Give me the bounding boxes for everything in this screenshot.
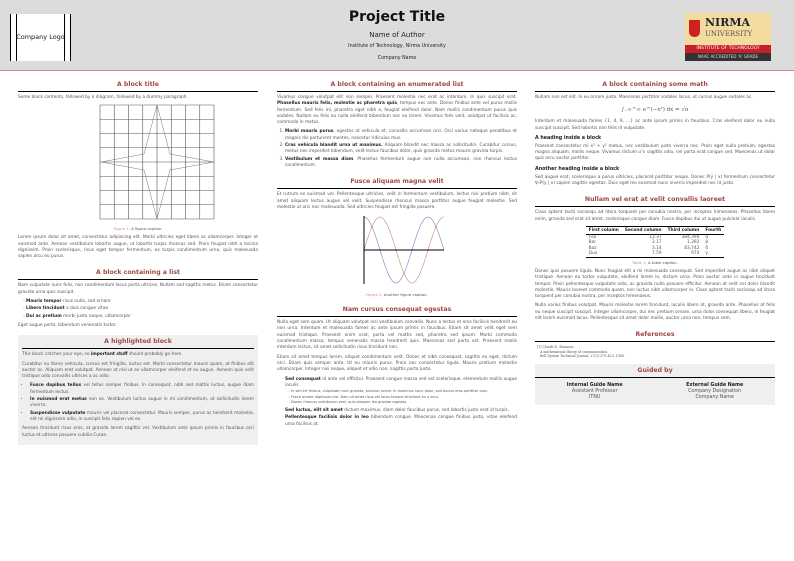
table-row: Qux 7.59 974 γ xyxy=(585,251,725,258)
paragraph: Eget augue porta, bibendum venenatis tor… xyxy=(18,322,117,328)
block-title: A block containing a list xyxy=(18,266,258,281)
block-nam-cursus: Nam cursus consequat egestas Nulla eget … xyxy=(277,303,517,428)
block-figure: Fusce aliquam magna velit Et rutrum ex e… xyxy=(277,175,517,297)
equation: ∫₋∞^∞ e^(−x²) dx = √π xyxy=(621,107,689,114)
paragraph: Et rutrum ex euismod vel. Pellentesque u… xyxy=(277,192,517,210)
list-item: Mauris tempor risus nulla, sed ornare xyxy=(26,299,258,305)
poster-title: Project Title xyxy=(348,9,446,25)
reference-item: [1] Claude E. Shannon. A mathematical th… xyxy=(537,345,625,358)
paragraph: Nulla varius finibus volutpat. Mauris mo… xyxy=(535,303,775,322)
internal-guide: Internal Guide Name Assistant Professor IT… xyxy=(566,383,623,401)
paragraph: Aenean tincidunt risus eros, at gravida … xyxy=(22,426,254,438)
cosine-curve xyxy=(363,216,445,284)
block-title: A highlighted block xyxy=(22,335,254,350)
list-item: In euismod erat metus non ex. Vestibulum… xyxy=(30,397,254,410)
paragraph: Lorem ipsum dolor sit amet, consectetur … xyxy=(18,235,258,260)
paragraph: Interdum et malesuada fames {1, 4, 9, …}… xyxy=(535,119,775,131)
column-middle: A block containing an enumerated list Vi… xyxy=(277,78,517,434)
block-intro: Some block contents, followed by a diagr… xyxy=(18,95,188,100)
uni-name: NIRMA xyxy=(705,16,751,29)
data-table: First column Second column Third column Fou… xyxy=(585,225,725,258)
subheading: Another heading inside a block xyxy=(535,166,620,172)
subheading: A heading inside a block xyxy=(535,135,602,141)
list-item: Sed luctus, elit sit amet dictum maximus… xyxy=(285,408,517,414)
paragraph: Praesent consectetur mi x² + y² metus, n… xyxy=(535,143,775,162)
table-caption: Table 1: A table caption. xyxy=(632,259,678,265)
company-name: Company Name xyxy=(377,56,417,61)
table-row: Bar 2.17 1,392 β xyxy=(588,240,709,246)
figure-caption: Figure 1: A figure caption. xyxy=(113,226,163,232)
company-logo-text: Company Logo xyxy=(16,33,65,41)
university-logo: NIRMA UNIVERSITY INSTITUTE OF TECHNOLOGY … xyxy=(685,13,771,63)
uni-sub: UNIVERSITY xyxy=(705,30,753,38)
paragraph: Nulla eget sem quam. Ut aliquam volutpat… xyxy=(277,320,517,351)
uni-red-band: INSTITUTE OF TECHNOLOGY xyxy=(685,45,771,53)
column-right: A block containing some math Nullam non … xyxy=(535,78,775,411)
paragraph: Sed augue erat, scelerisque a purus ultr… xyxy=(535,174,775,187)
block-references: References [1] Claude E. Shannon. A math… xyxy=(535,328,775,358)
paragraph: Vivamus congue volutpat elit non semper.… xyxy=(277,95,517,126)
paragraph: Class aptent taciti sociosqu ad litora t… xyxy=(535,210,775,222)
block-title: Nam cursus consequat egestas xyxy=(277,303,517,318)
paragraph: Nullam non est elit. In eu ornare justo.… xyxy=(535,95,753,100)
table-row: Foo 13.37 384,394 α xyxy=(588,234,709,240)
company-logo: Company Logo xyxy=(10,14,71,61)
list-item: Pellentesque facilisis dolor in leo bibe… xyxy=(285,415,517,428)
guided-by-block: Guided by Internal Guide Name Assistant P… xyxy=(535,364,775,406)
sub-list-item: In sed ert finibus, vulputate nunc gravi… xyxy=(291,389,517,394)
block-title: Nullam vel erat at velit convallis laore… xyxy=(535,193,775,208)
author-name: Name of Author xyxy=(369,31,425,39)
paragraph: Nam vulputate nunc felis, non condimentu… xyxy=(18,283,258,295)
poster-header: Company Logo Project Title Name of Autho… xyxy=(0,0,794,71)
column-left: A block title Some block contents, follo… xyxy=(18,78,258,451)
shield-icon xyxy=(689,20,700,37)
block-title: A block containing an enumerated list xyxy=(277,78,517,92)
block-title: References xyxy=(535,328,775,343)
table-row: Baz 3.14 83,742 δ xyxy=(588,245,708,251)
uni-black-band: NAAC ACCREDITED 'A' GRADE xyxy=(685,53,771,61)
block-diagram: A block title Some block contents, follo… xyxy=(18,78,258,260)
paragraph: This block catches your eye, so importan… xyxy=(22,352,183,358)
highlighted-block: A highlighted block This block catches y… xyxy=(18,335,258,445)
block-math: A block containing some math Nullam non … xyxy=(535,78,775,187)
external-guide: External Guide Name Company Designation Co… xyxy=(686,383,744,401)
paragraph: Curabitur eu libero vehicula, cursus est… xyxy=(22,361,254,380)
list-item: Libero tincidunt a duis congue vitae xyxy=(26,306,258,312)
block-list: A block containing a list Nam vulputate … xyxy=(18,266,258,329)
star-shape xyxy=(100,104,215,221)
block-title: Guided by xyxy=(535,364,775,379)
paragraph: Donec quis posuere ligula. Nunc feugiat … xyxy=(535,268,775,300)
list-item: Dui ac pretium morbi justo neque, ullamc… xyxy=(26,314,258,320)
list-item: Fusce dapibus tellus vel tellus semper f… xyxy=(30,383,254,396)
sine-cosine-plot xyxy=(363,216,445,285)
paragraph: Etiam sit amet tempus lorem, aliquet con… xyxy=(277,354,517,373)
sub-list-item: Donec rhoncus vestibulum erat, quis aliq… xyxy=(291,400,517,405)
block-title: A block title xyxy=(18,78,258,92)
star-diagram xyxy=(99,104,215,221)
block-title: A block containing some math xyxy=(535,78,775,92)
block-title: Fusce aliquam magna velit xyxy=(277,175,517,190)
list-item: Cras vehicula blandit urna ut maximus. A… xyxy=(285,143,517,156)
list-item: Vestibulum et massa diam. Phasellus ferm… xyxy=(285,157,517,170)
list-item: Suspendisse vulputate mauris vel placera… xyxy=(30,411,254,424)
sub-list-item: Fusce ornare dignissim nisl. Nam sit ame… xyxy=(291,395,517,400)
block-table: Nullam vel erat at velit convallis laore… xyxy=(535,193,775,322)
list-item: Sed consequat id ante vel efficitur. Pra… xyxy=(285,377,517,405)
figure-caption: Figure 2: Another figure caption. xyxy=(366,292,428,298)
block-enumerated: A block containing an enumerated list Vi… xyxy=(277,78,517,169)
list-item: Morbi mauris purus, egestas at vehicula … xyxy=(285,129,517,142)
institute: Institute of Technology, Nirma Universit… xyxy=(348,44,446,49)
